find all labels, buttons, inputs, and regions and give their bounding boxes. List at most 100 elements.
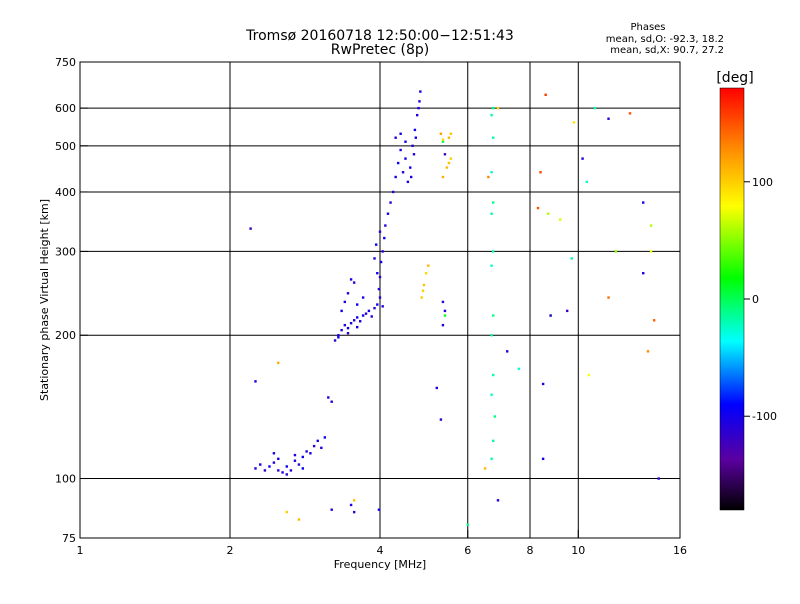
data-point [277, 361, 280, 365]
data-point [449, 132, 453, 135]
data-point [289, 469, 293, 472]
data-point [293, 459, 297, 462]
data-points [249, 90, 660, 526]
data-point [268, 465, 271, 468]
data-point [349, 503, 353, 507]
data-point [391, 190, 395, 194]
data-point [281, 471, 284, 474]
data-point [285, 510, 288, 514]
data-point [505, 350, 509, 353]
data-point [355, 316, 359, 319]
data-point [386, 212, 390, 215]
data-point [536, 206, 540, 210]
data-point [422, 283, 426, 287]
colorbar-label: [deg] [716, 70, 753, 86]
data-point [496, 106, 500, 110]
data-point [399, 132, 402, 135]
data-point [587, 373, 591, 377]
data-point [352, 281, 356, 284]
data-point [330, 400, 333, 403]
data-point [277, 469, 280, 472]
data-point [449, 157, 453, 160]
data-point [607, 296, 610, 299]
data-point [483, 467, 487, 470]
data-point [293, 453, 297, 457]
data-point [541, 382, 545, 386]
data-point [417, 106, 420, 110]
phases-line-x: mean, sd,X: 90.7, 27.2 [610, 45, 724, 56]
data-point [346, 331, 350, 335]
data-point [377, 508, 381, 511]
data-point [439, 418, 443, 421]
data-point [394, 136, 397, 139]
x-axis-ticks: 1 2 4 6 8 10 16 [77, 530, 687, 557]
data-point [355, 303, 359, 306]
data-point [323, 436, 327, 439]
data-point [490, 457, 493, 461]
data-point [379, 260, 383, 264]
y-tick-label: 750 [55, 56, 76, 69]
data-point [549, 314, 552, 317]
data-point [517, 367, 521, 371]
data-point [411, 144, 414, 148]
data-point [254, 380, 257, 383]
data-point [361, 314, 365, 317]
y-tick-label: 400 [55, 186, 76, 199]
y-tick-label: 100 [55, 473, 76, 486]
data-point [492, 106, 495, 110]
data-point [346, 326, 350, 330]
x-tick-label: 4 [377, 544, 384, 557]
colorbar-tick-label: -100 [752, 410, 777, 423]
data-point [361, 296, 365, 299]
data-point [394, 175, 397, 179]
data-point [401, 171, 405, 174]
x-tick-label: 1 [77, 544, 84, 557]
x-axis-label: Frequency [MHz] [334, 558, 426, 571]
data-point [490, 212, 493, 215]
data-point [441, 323, 445, 327]
data-point [373, 306, 376, 310]
data-point [309, 452, 312, 455]
data-point [466, 523, 469, 526]
data-point [435, 386, 438, 390]
data-point [406, 180, 410, 184]
data-point [263, 469, 267, 472]
data-point [439, 132, 443, 135]
data-point [490, 171, 493, 174]
x-tick-label: 16 [673, 544, 687, 557]
data-point [330, 508, 333, 511]
data-point [297, 518, 301, 521]
data-point [424, 272, 428, 275]
data-point [376, 303, 379, 306]
data-point [490, 264, 493, 267]
data-point [441, 138, 445, 141]
data-point [649, 250, 653, 253]
data-point [378, 275, 382, 279]
data-point [327, 396, 330, 399]
data-point [370, 315, 373, 318]
data-point [376, 272, 379, 275]
colorbar [719, 87, 745, 511]
data-point [541, 457, 545, 461]
data-point [285, 465, 288, 468]
y-tick-label: 75 [62, 532, 76, 545]
data-point [297, 463, 301, 466]
y-axis-label: Stationary phase Virtual Height [km] [38, 199, 51, 401]
data-point [364, 312, 368, 315]
data-point [340, 309, 343, 313]
y-tick-label: 300 [55, 245, 76, 258]
x-tick-label: 8 [527, 544, 534, 557]
data-point [412, 153, 416, 156]
data-point [443, 314, 447, 317]
data-point [642, 272, 645, 275]
data-point [399, 148, 402, 152]
data-point [496, 499, 500, 502]
chart-subtitle: RwPretec (8p) [331, 42, 429, 58]
data-point [259, 463, 262, 466]
data-point [649, 224, 653, 227]
data-point [409, 166, 412, 169]
data-point [585, 180, 588, 184]
y-tick-label: 600 [55, 102, 76, 115]
data-point [373, 257, 376, 260]
data-point [312, 444, 316, 448]
